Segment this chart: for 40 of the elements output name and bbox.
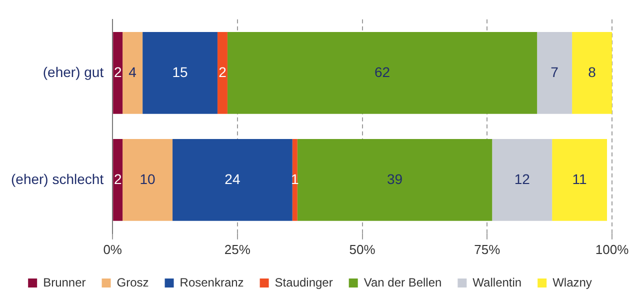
legend-label: Grosz bbox=[116, 275, 149, 290]
data-label: 8 bbox=[588, 64, 596, 80]
legend-label: Van der Bellen bbox=[364, 275, 442, 290]
x-tick-label: 75% bbox=[474, 242, 501, 257]
x-tick-label: 25% bbox=[224, 242, 251, 257]
bar bbox=[142, 32, 218, 114]
y-tick-label: (eher) schlecht bbox=[11, 170, 104, 187]
bar bbox=[297, 138, 492, 221]
legend-label: Wallentin bbox=[472, 275, 522, 290]
bar bbox=[122, 32, 143, 114]
x-tick-label: 0% bbox=[103, 242, 122, 257]
data-label: 39 bbox=[386, 170, 403, 187]
data-label: 11 bbox=[572, 170, 588, 187]
legend-label: Rosenkranz bbox=[180, 275, 244, 290]
x-tick-label: 100% bbox=[595, 242, 630, 257]
data-label: 4 bbox=[128, 64, 137, 80]
data-label: 2 bbox=[114, 170, 122, 187]
bar bbox=[122, 138, 173, 221]
bar bbox=[552, 138, 608, 221]
y-tick-label: (eher) gut bbox=[42, 64, 104, 80]
bar bbox=[113, 138, 123, 221]
bar bbox=[537, 32, 572, 114]
bar bbox=[492, 138, 552, 221]
data-label: 12 bbox=[514, 170, 530, 187]
bar bbox=[172, 138, 292, 221]
data-label: 2 bbox=[114, 64, 122, 80]
data-label: 24 bbox=[224, 170, 240, 187]
x-tick-label: 50% bbox=[349, 242, 376, 257]
data-label: 7 bbox=[550, 64, 559, 80]
bar bbox=[227, 32, 538, 114]
bar bbox=[572, 32, 612, 114]
data-label: 10 bbox=[140, 170, 156, 187]
bar bbox=[113, 32, 123, 114]
data-label: 62 bbox=[374, 64, 390, 80]
data-label: 2 bbox=[218, 64, 227, 80]
legend-label: Brunner bbox=[43, 275, 86, 290]
bar bbox=[217, 32, 228, 114]
legend-label: Wlazny bbox=[552, 275, 592, 290]
data-label: 15 bbox=[172, 64, 188, 80]
legend-label: Staudinger bbox=[274, 275, 333, 290]
